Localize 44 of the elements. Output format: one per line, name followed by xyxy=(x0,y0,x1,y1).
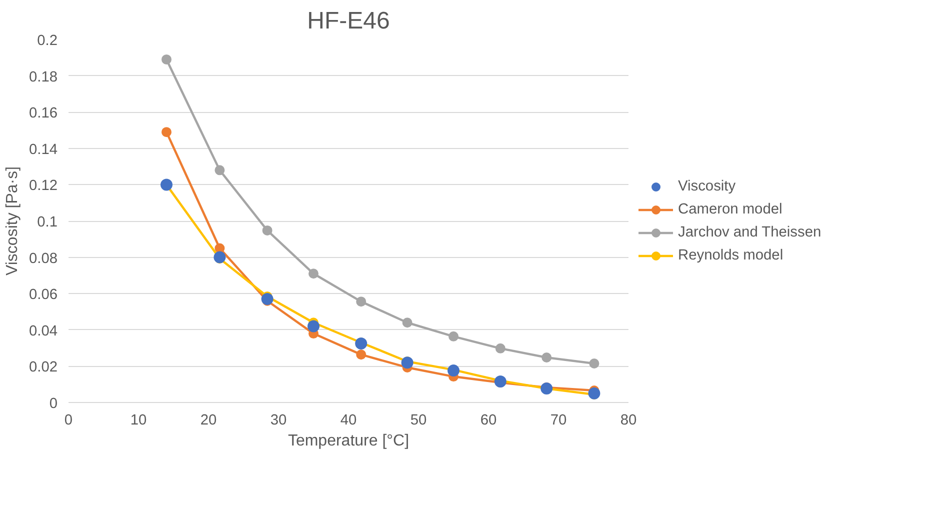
legend-label: Cameron model xyxy=(678,201,782,217)
x-axis-title: Temperature [°C] xyxy=(288,432,410,450)
point xyxy=(262,225,272,236)
x-tick-label: 40 xyxy=(340,412,357,428)
x-tick-label: 20 xyxy=(200,412,217,428)
point xyxy=(356,350,366,360)
point xyxy=(589,358,600,368)
point xyxy=(356,296,366,307)
point xyxy=(402,318,412,328)
y-tick-label: 0 xyxy=(49,396,58,412)
point xyxy=(542,352,552,362)
x-tick-label: 10 xyxy=(130,412,147,428)
x-tick-label: 0 xyxy=(64,412,73,428)
point xyxy=(214,165,225,176)
point xyxy=(308,320,320,332)
point xyxy=(162,127,172,138)
point xyxy=(495,343,506,354)
legend-label: Reynolds model xyxy=(678,247,784,263)
legend-label: Viscosity xyxy=(678,178,736,194)
y-tick-label: 0.04 xyxy=(28,323,58,340)
x-tick-label: 30 xyxy=(270,412,287,428)
y-tick-label: 0.08 xyxy=(28,250,58,267)
y-tick-label: 0.18 xyxy=(28,69,58,86)
legend-label: Jarchov and Theissen xyxy=(678,224,822,240)
point xyxy=(162,54,172,64)
y-tick-label: 0.2 xyxy=(37,33,58,49)
point xyxy=(401,356,414,369)
y-tick-label: 0.1 xyxy=(37,214,58,230)
point xyxy=(588,387,600,400)
x-tick-label: 80 xyxy=(620,412,637,428)
y-tick-label: 0.12 xyxy=(28,178,58,194)
x-tick-label: 60 xyxy=(480,412,497,428)
point xyxy=(308,268,318,279)
point xyxy=(448,331,458,342)
x-tick-label: 70 xyxy=(550,412,567,428)
y-tick-label: 0.02 xyxy=(28,360,58,376)
chart-title: HF-E46 xyxy=(307,8,390,34)
y-tick-label: 0.06 xyxy=(28,287,58,304)
y-tick-label: 0.14 xyxy=(28,142,58,158)
point xyxy=(214,251,226,264)
y-axis-title: Viscosity [Pa·s] xyxy=(4,166,21,276)
x-tick-label: 50 xyxy=(410,412,427,428)
point xyxy=(261,293,274,306)
y-tick-label: 0.16 xyxy=(28,106,58,122)
